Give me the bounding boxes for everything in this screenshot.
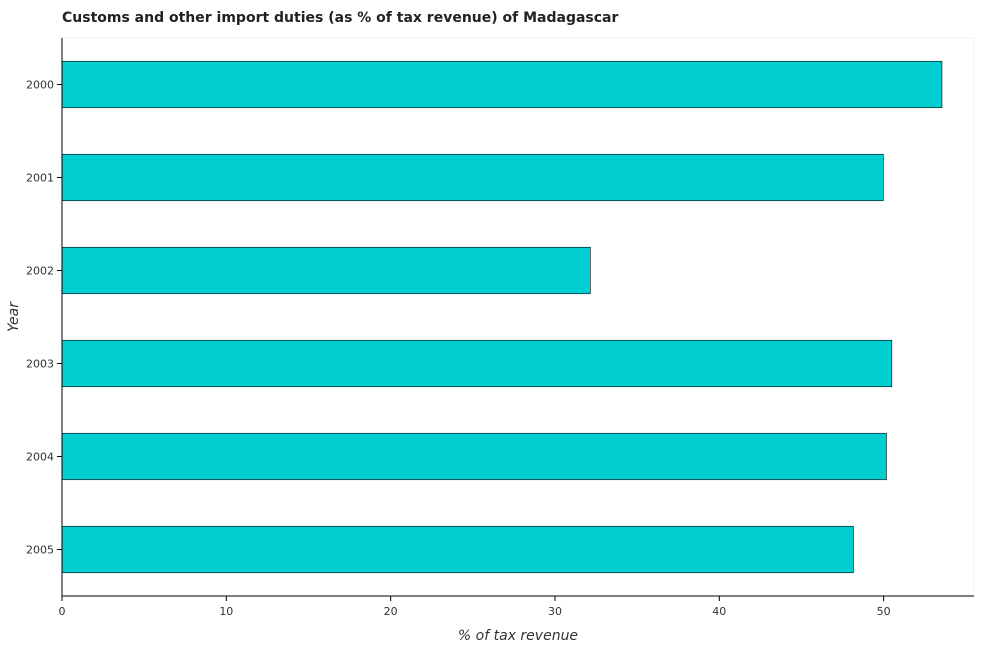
bar-2003 xyxy=(61,339,893,388)
x-tick-label: 20 xyxy=(384,605,398,618)
bar-2004 xyxy=(61,432,887,481)
chart-title: Customs and other import duties (as % of… xyxy=(62,10,619,26)
y-tick-label: 2004 xyxy=(26,451,54,464)
y-axis-title: Year xyxy=(6,301,22,332)
x-tick-label: 10 xyxy=(219,605,233,618)
x-axis: 0 10 20 30 40 50 xyxy=(59,595,974,618)
x-tick-label: 40 xyxy=(712,605,726,618)
bars-group xyxy=(61,60,943,574)
y-tick-label: 2000 xyxy=(26,79,54,92)
x-axis-title: % of tax revenue xyxy=(458,628,578,644)
y-tick-label: 2003 xyxy=(26,358,54,371)
y-tick-label: 2005 xyxy=(26,544,54,557)
bar-2002 xyxy=(61,246,591,295)
bar-2005 xyxy=(61,525,854,574)
y-tick-label: 2002 xyxy=(26,265,54,278)
x-tick-label: 30 xyxy=(548,605,562,618)
bar-2000 xyxy=(61,60,943,109)
plot-area xyxy=(61,37,975,597)
bar-2001 xyxy=(61,153,884,202)
y-tick-label: 2001 xyxy=(26,172,54,185)
x-tick-label: 50 xyxy=(877,605,891,618)
x-tick-label: 0 xyxy=(59,605,66,618)
plot-background xyxy=(61,37,975,597)
y-axis: 2000 2001 2002 2003 2004 2005 xyxy=(26,38,63,596)
